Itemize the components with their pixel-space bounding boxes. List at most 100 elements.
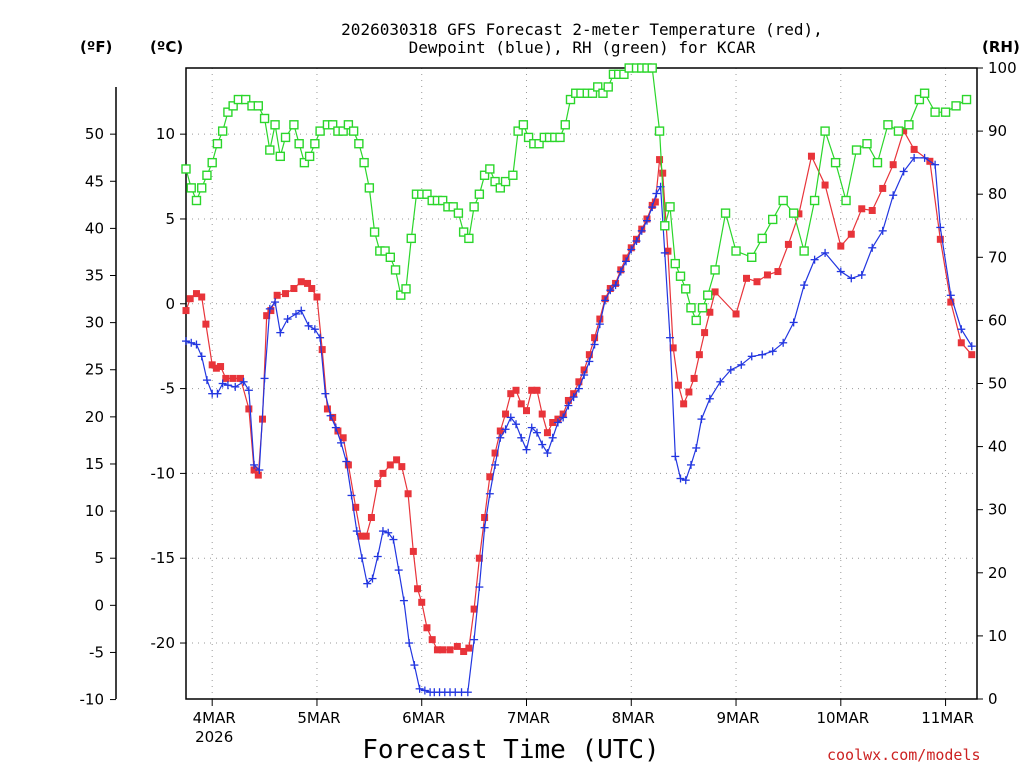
dewpoint-point bbox=[616, 267, 625, 276]
temperature-point bbox=[549, 419, 557, 427]
rh-tick-label: 80 bbox=[988, 185, 1007, 203]
temperature-point bbox=[465, 644, 473, 652]
rh-point bbox=[587, 88, 598, 98]
dewpoint-point bbox=[601, 296, 610, 305]
dewpoint-point bbox=[681, 476, 690, 485]
rh-point bbox=[289, 120, 299, 130]
dewpoint-point bbox=[868, 243, 877, 252]
dewpoint-point bbox=[420, 686, 429, 695]
temperature-point bbox=[304, 279, 312, 287]
rh-point bbox=[930, 107, 940, 117]
dewpoint-point bbox=[642, 216, 651, 225]
rh-point bbox=[697, 303, 708, 313]
chart-title-line-1: 2026030318 GFS Forecast 2-meter Temperat… bbox=[341, 20, 823, 39]
temperature-point bbox=[732, 310, 740, 318]
temperature-point bbox=[486, 473, 494, 481]
rh-point bbox=[327, 120, 338, 130]
dewpoint-point bbox=[496, 433, 505, 442]
rh-point bbox=[223, 107, 233, 117]
dewpoint-point bbox=[202, 376, 211, 385]
temperature-point bbox=[308, 285, 316, 293]
temperature-point bbox=[409, 547, 417, 555]
rh-point bbox=[197, 183, 207, 193]
dewpoint-point bbox=[271, 298, 280, 307]
dewpoint-point bbox=[373, 552, 382, 561]
dewpoint-point bbox=[470, 635, 479, 644]
temperature-point bbox=[229, 374, 237, 382]
temperature-point bbox=[339, 434, 347, 442]
rh-point bbox=[401, 284, 411, 294]
dewpoint-point bbox=[716, 377, 725, 386]
temperature-point bbox=[753, 278, 761, 286]
temperature-point bbox=[475, 554, 483, 562]
dewpoint-point bbox=[800, 281, 809, 290]
rh-point bbox=[385, 252, 395, 263]
rh-point bbox=[681, 284, 691, 294]
rh-point bbox=[458, 227, 469, 237]
rh-point bbox=[469, 202, 479, 212]
rh-point bbox=[919, 88, 930, 98]
rh-point bbox=[380, 246, 390, 256]
temperature-point bbox=[222, 374, 230, 382]
temperature-point bbox=[460, 648, 468, 656]
dewpoint-point bbox=[415, 684, 424, 693]
fahrenheit-tick-label: 25 bbox=[85, 361, 104, 379]
temperature-point bbox=[428, 636, 436, 644]
rh-point bbox=[665, 202, 675, 212]
temperature-point bbox=[267, 307, 275, 315]
temperature-point bbox=[329, 413, 337, 421]
rh-point bbox=[951, 101, 961, 111]
rh-point bbox=[479, 170, 490, 180]
dewpoint-point bbox=[538, 440, 547, 449]
rh-tick-label: 20 bbox=[988, 564, 1007, 582]
celsius-tick-label: -20 bbox=[151, 634, 176, 652]
dewpoint-point bbox=[910, 153, 919, 162]
rh-point bbox=[212, 139, 223, 149]
temperature-point bbox=[352, 503, 360, 511]
temperature-point bbox=[208, 361, 216, 369]
dewpoint-point bbox=[564, 401, 573, 410]
rh-point bbox=[338, 126, 348, 136]
temperature-point bbox=[889, 161, 897, 169]
fahrenheit-tick-label: 15 bbox=[85, 455, 104, 473]
rh-point bbox=[710, 265, 720, 275]
temperature-point bbox=[685, 388, 693, 396]
temperature-point bbox=[701, 329, 709, 337]
rh-point bbox=[474, 189, 485, 199]
x-tick-label: 6MAR bbox=[402, 709, 445, 727]
temperature-point bbox=[784, 240, 792, 248]
dewpoint-point bbox=[182, 337, 190, 346]
dewpoint-point bbox=[501, 425, 510, 434]
rh-point bbox=[448, 202, 458, 212]
dewpoint-point bbox=[622, 257, 631, 266]
dewpoint-point bbox=[548, 433, 557, 442]
temperature-point bbox=[957, 339, 965, 347]
dewpoint-point bbox=[231, 382, 240, 391]
rh-point bbox=[534, 139, 544, 149]
rh-point bbox=[490, 176, 500, 187]
rh-point bbox=[914, 94, 925, 105]
dewpoint-point bbox=[543, 449, 552, 458]
dewpoint-point bbox=[491, 460, 500, 469]
rh-point bbox=[275, 151, 285, 162]
temperature-point bbox=[680, 400, 688, 408]
x-tick-label: 9MAR bbox=[716, 709, 759, 727]
dewpoint-point bbox=[726, 365, 735, 374]
dewpoint-point bbox=[297, 306, 306, 315]
temperature-point bbox=[192, 290, 200, 298]
temperature-point bbox=[879, 184, 887, 192]
dewpoint-point bbox=[553, 418, 562, 427]
temperature-point bbox=[774, 268, 782, 276]
rh-point bbox=[437, 195, 448, 206]
dewpoint-point bbox=[692, 443, 701, 452]
dewpoint-point bbox=[368, 574, 377, 583]
rh-tick-label: 50 bbox=[988, 375, 1007, 393]
dewpoint-point bbox=[632, 237, 641, 246]
temperature-point bbox=[596, 315, 604, 323]
temperature-point bbox=[807, 152, 815, 160]
rh-point bbox=[841, 195, 851, 206]
dewpoint-point bbox=[878, 226, 887, 235]
dewpoint-point bbox=[283, 315, 292, 324]
dewpoint-point bbox=[384, 528, 393, 537]
temperature-point bbox=[507, 390, 515, 398]
